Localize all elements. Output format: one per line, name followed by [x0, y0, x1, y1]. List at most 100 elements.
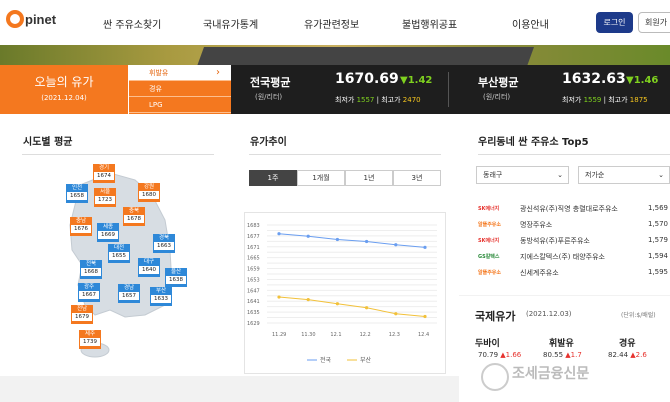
nav-item-guide[interactable]: 이용안내 — [512, 20, 549, 31]
y-tick-label: 1677 — [247, 234, 260, 240]
region-price: 1679 — [72, 313, 92, 321]
opinet-logo[interactable]: pinet — [6, 10, 56, 28]
y-tick-label: 1647 — [247, 288, 260, 294]
station-row[interactable]: 알뜰주유소 신세계주유소 1,595 — [478, 268, 668, 280]
y-tick-label: 1671 — [247, 245, 260, 251]
station-row[interactable]: 알뜰주유소 명장주유소 1,570 — [478, 220, 668, 232]
data-point[interactable] — [423, 314, 427, 319]
region-price: 1668 — [81, 268, 101, 276]
y-tick-label: 1665 — [247, 256, 260, 262]
region-tag-5[interactable]: 충남 1676 — [70, 217, 92, 236]
region-tag-10[interactable]: 대구 1640 — [138, 258, 160, 277]
region-price: 1638 — [166, 276, 186, 284]
region-tag-3[interactable]: 강원 1680 — [138, 183, 160, 202]
station-price: 1,594 — [647, 252, 668, 260]
national-unit: (원/리터) — [255, 93, 283, 101]
trend-title: 유가추이 — [250, 137, 287, 148]
region-tag-0[interactable]: 경기 1674 — [93, 164, 115, 183]
fuel-tab-gasoline[interactable]: 휘발유 › — [129, 65, 231, 81]
region-name: 서울 — [99, 189, 111, 195]
region-name: 강원 — [143, 184, 155, 190]
y-tick-label: 1653 — [247, 277, 260, 283]
data-point[interactable] — [306, 234, 310, 238]
station-row[interactable]: SK에너지 광신석유(주)직영 충렬대로주유소 1,569 — [478, 204, 668, 216]
top-header: pinet 싼 주유소찾기 국내유가통계 유가관련정보 불법행위공표 이용안내 … — [0, 0, 670, 45]
region-name: 대구 — [143, 259, 155, 265]
region-tag-8[interactable]: 경북 1663 — [153, 234, 175, 253]
data-point[interactable] — [394, 243, 398, 247]
national-average: 전국평균 (원/리터) 1670.69 ▼1.42 최저가 1557 | 최고가… — [250, 65, 445, 114]
fuel-tab-diesel[interactable]: 경유 — [129, 81, 231, 97]
data-point[interactable] — [335, 237, 339, 242]
nav-item-illegal-disclosure[interactable]: 불법행위공표 — [402, 20, 458, 31]
legend-label-busan: 부산 — [360, 356, 372, 364]
intl-title: 국제유가 — [475, 310, 516, 323]
trend-chart-frame: 1683 1677 1671 1665 1659 1653 1647 1641 1635 1629… — [244, 212, 446, 374]
national-min-max: 최저가 1557 | 최고가 2470 — [335, 96, 421, 104]
region-name: 제주 — [84, 331, 96, 337]
tab-1week[interactable]: 1주 — [249, 170, 297, 186]
period-tabs: 1주 1개월 1년 3년 — [249, 170, 449, 186]
region-tag-9[interactable]: 전북 1668 — [80, 260, 102, 279]
region-tag-16[interactable]: 제주 1739 — [79, 330, 101, 349]
station-brand-logo: 알뜰주유소 — [478, 222, 502, 228]
divider — [448, 72, 449, 107]
data-point[interactable] — [335, 302, 339, 306]
max-value: 2470 — [402, 96, 421, 104]
region-tag-15[interactable]: 전남 1679 — [71, 305, 93, 324]
region-name: 충남 — [75, 218, 87, 224]
region-price: 1655 — [109, 252, 129, 260]
region-name: 경북 — [158, 235, 170, 241]
tab-1month[interactable]: 1개월 — [297, 170, 345, 186]
intl-date: (2021.12.03) — [526, 310, 572, 318]
nav-item-domestic-stats[interactable]: 국내유가통계 — [203, 20, 259, 31]
station-price: 1,570 — [647, 220, 668, 228]
station-brand-logo: SK에너지 — [478, 206, 500, 212]
intl-gasoline-name: 휘발유 — [549, 339, 574, 349]
y-tick-label: 1635 — [247, 310, 260, 316]
region-tag-4[interactable]: 충북 1678 — [123, 207, 145, 226]
region-tag-14[interactable]: 부산 1633 — [150, 287, 172, 306]
tab-3year[interactable]: 3년 — [393, 170, 441, 186]
region-tag-1[interactable]: 인천 1658 — [66, 184, 88, 203]
data-point[interactable] — [394, 312, 398, 316]
region-tag-12[interactable]: 광주 1667 — [78, 283, 100, 302]
login-button[interactable]: 로그인 — [596, 12, 633, 33]
sort-value: 저가순 — [585, 171, 605, 179]
sort-select[interactable]: 저가순 ⌄ — [578, 166, 670, 184]
join-button[interactable]: 회원가 — [638, 12, 670, 33]
region-name: 전남 — [76, 306, 88, 312]
x-tick-label: 12.2 — [360, 332, 371, 338]
today-price-box: 오늘의 유가 (2021.12.04) — [0, 65, 128, 114]
max-label: 최고가 — [381, 96, 401, 104]
district-select[interactable]: 동래구 ⌄ — [476, 166, 569, 184]
region-price: 1680 — [139, 191, 159, 199]
data-point[interactable] — [306, 297, 310, 302]
data-point[interactable] — [277, 295, 281, 299]
region-tag-7[interactable]: 대전 1655 — [108, 244, 130, 263]
nav-item-price-info[interactable]: 유가관련정보 — [304, 20, 360, 31]
cheap-title: 우리동네 싼 주유소 Top5 — [478, 137, 589, 148]
chevron-right-icon: › — [216, 67, 220, 78]
nav-item-cheap-station[interactable]: 싼 주유소찾기 — [103, 20, 162, 31]
busan-average: 부산평균 (원/리터) 1632.63 ▼1.46 최저가 1559 | 최고가… — [478, 65, 668, 114]
region-tag-2[interactable]: 서울 1723 — [94, 188, 116, 207]
data-point[interactable] — [423, 245, 427, 249]
region-tag-13[interactable]: 경남 1657 — [118, 284, 140, 303]
data-point[interactable] — [365, 306, 369, 310]
trend-line-chart: 1683 1677 1671 1665 1659 1653 1647 1641 1635 1629… — [247, 223, 437, 364]
region-tag-6[interactable]: 세종 1669 — [97, 223, 119, 242]
legend-label-national: 전국 — [320, 356, 332, 364]
y-tick-label: 1659 — [247, 267, 260, 273]
data-point[interactable] — [277, 232, 281, 236]
tab-1year[interactable]: 1년 — [345, 170, 393, 186]
national-value: 1670.69 — [335, 71, 399, 87]
station-row[interactable]: GS칼텍스 지에스칼텍스(주) 태양주유소 1,594 — [478, 252, 668, 264]
fuel-tab-lpg[interactable]: LPG — [129, 97, 231, 113]
station-brand-logo: SK에너지 — [478, 238, 500, 244]
intl-dubai-value: 70.79 ▲1.66 — [478, 351, 522, 359]
busan-unit: (원/리터) — [483, 93, 511, 101]
station-row[interactable]: SK에너지 동방석유(주)푸른주유소 1,579 — [478, 236, 668, 248]
data-point[interactable] — [365, 239, 369, 244]
region-tag-11[interactable]: 울산 1638 — [165, 268, 187, 287]
